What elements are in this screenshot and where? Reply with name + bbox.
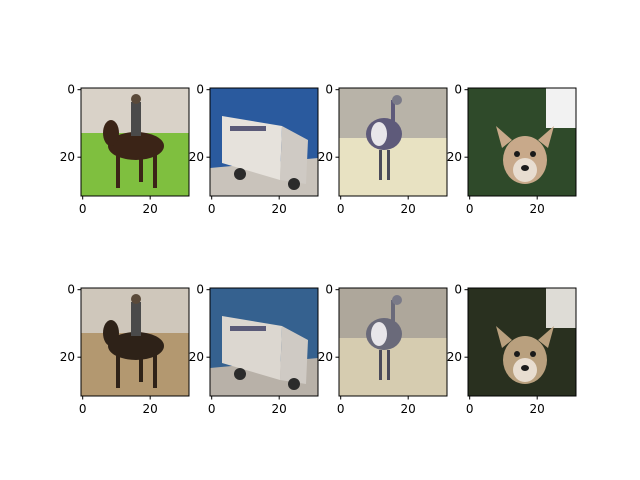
- axes-frame: [338, 87, 448, 197]
- image-panel: 0 20 0 20: [318, 283, 448, 416]
- x-tick-label: 0: [466, 202, 474, 216]
- x-tick-label: 20: [530, 402, 545, 416]
- x-tick-label: 20: [143, 402, 158, 416]
- x-tick-label: 0: [79, 402, 87, 416]
- image-panel: 0 20 0 20: [447, 83, 577, 216]
- image-panel: 0 20 0 20: [318, 83, 448, 216]
- x-tick-label: 0: [337, 202, 345, 216]
- dog-image: [468, 288, 576, 396]
- bird-image: [339, 88, 447, 196]
- y-tick-label: 0: [454, 83, 462, 97]
- x-tick-label: 0: [79, 202, 87, 216]
- axes-frame: [467, 287, 577, 397]
- horse-and-rider-image: [81, 88, 189, 196]
- axes-frame: [338, 287, 448, 397]
- truck-image: [210, 88, 318, 196]
- axes-frame: [209, 287, 319, 397]
- y-tick-label: 0: [454, 283, 462, 297]
- y-tick-label: 0: [67, 283, 75, 297]
- y-tick-label: 0: [325, 283, 333, 297]
- x-tick-label: 0: [337, 402, 345, 416]
- y-tick-label: 0: [196, 283, 204, 297]
- y-tick-label: 0: [67, 83, 75, 97]
- image-panel: 0 20 0 20: [447, 283, 577, 416]
- image-panel: 0 20 0 20: [60, 283, 190, 416]
- axes-frame: [80, 287, 190, 397]
- bird-image: [339, 288, 447, 396]
- y-tick-label: 20: [318, 350, 333, 364]
- x-tick-label: 0: [208, 402, 216, 416]
- y-tick-label: 20: [318, 150, 333, 164]
- horse-and-rider-image: [81, 288, 189, 396]
- x-tick-label: 0: [466, 402, 474, 416]
- x-tick-label: 0: [208, 202, 216, 216]
- x-tick-label: 20: [143, 202, 158, 216]
- truck-image: [210, 288, 318, 396]
- image-panel: 0 20 0 20: [189, 283, 319, 416]
- y-tick-label: 20: [189, 350, 204, 364]
- x-tick-label: 20: [272, 202, 287, 216]
- y-tick-label: 20: [60, 350, 75, 364]
- axes-frame: [209, 87, 319, 197]
- y-tick-label: 20: [447, 350, 462, 364]
- y-tick-label: 20: [189, 150, 204, 164]
- x-tick-label: 20: [272, 402, 287, 416]
- x-tick-label: 20: [401, 402, 416, 416]
- y-tick-label: 20: [447, 150, 462, 164]
- dog-image: [468, 88, 576, 196]
- axes-frame: [80, 87, 190, 197]
- x-tick-label: 20: [530, 202, 545, 216]
- y-tick-label: 0: [196, 83, 204, 97]
- y-tick-label: 0: [325, 83, 333, 97]
- image-panel: 0 20 0 20: [189, 83, 319, 216]
- x-tick-label: 20: [401, 202, 416, 216]
- image-panel: 0 20 0 20: [60, 83, 190, 216]
- y-tick-label: 20: [60, 150, 75, 164]
- axes-frame: [467, 87, 577, 197]
